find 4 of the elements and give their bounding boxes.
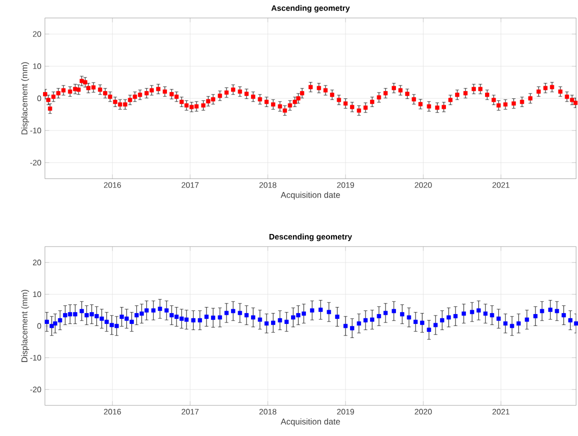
x-axis-title: Acquisition date [280, 418, 340, 426]
y-axis-title: Displacement (mm) [21, 62, 30, 134]
x-axis-title: Acquisition date [280, 192, 340, 200]
y-axis-title: Displacement (mm) [21, 290, 30, 362]
